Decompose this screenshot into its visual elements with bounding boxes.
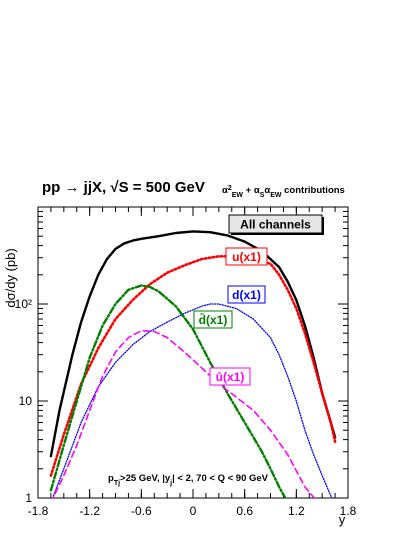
series-label-text: u(x1) bbox=[232, 250, 261, 264]
x-tick-label: -0.6 bbox=[131, 504, 152, 518]
series-line-3 bbox=[49, 284, 287, 498]
chart-title: pp → jjX, √S = 500 GeV bbox=[42, 179, 205, 196]
y-tick-label: 10² bbox=[15, 297, 32, 311]
series-label-box-4: ū(x1) bbox=[209, 367, 251, 386]
series-label-box-2: d(x1) bbox=[227, 285, 266, 304]
cut-annotation: pTj>25 GeV, |yj| < 2, 70 < Q < 90 GeV bbox=[108, 473, 269, 487]
chart-subtitle: α2EW + αSαEW contributions bbox=[222, 185, 345, 199]
series-label-box-0: All channels bbox=[228, 214, 324, 235]
series-labels: All channels u(x1) d(x1) d̄(x1) ū(x1) bbox=[193, 214, 324, 386]
series-line-2 bbox=[52, 303, 333, 498]
x-tick-label: 1.8 bbox=[340, 504, 357, 518]
series-label-text: d(x1) bbox=[232, 288, 261, 302]
series-label-text: ū(x1) bbox=[216, 370, 245, 384]
x-tick-label: -1.2 bbox=[79, 504, 100, 518]
series-label-text: d̄(x1) bbox=[199, 313, 228, 327]
series-line-4 bbox=[52, 329, 316, 498]
axis-ticks: -1.8 -1.2 -0.6 0 0.6 1.2 1.8 1 10 10² bbox=[15, 206, 357, 518]
x-tick-label: 1.2 bbox=[288, 504, 305, 518]
series-label-box-3: d̄(x1) bbox=[193, 310, 233, 329]
y-axis-label: dσ/dy (pb) bbox=[3, 248, 18, 307]
series-layer bbox=[49, 230, 337, 498]
x-tick-label: 0.6 bbox=[236, 504, 253, 518]
series-label-text: All channels bbox=[240, 218, 311, 232]
series-label-box-1: u(x1) bbox=[225, 247, 268, 266]
series-line-0 bbox=[49, 230, 337, 458]
plot-frame bbox=[37, 206, 349, 499]
x-tick-label: 0 bbox=[190, 504, 197, 518]
y-tick-label: 1 bbox=[25, 491, 32, 505]
y-tick-label: 10 bbox=[19, 394, 33, 408]
x-axis-label: y bbox=[339, 512, 346, 527]
x-tick-label: -1.8 bbox=[28, 504, 49, 518]
